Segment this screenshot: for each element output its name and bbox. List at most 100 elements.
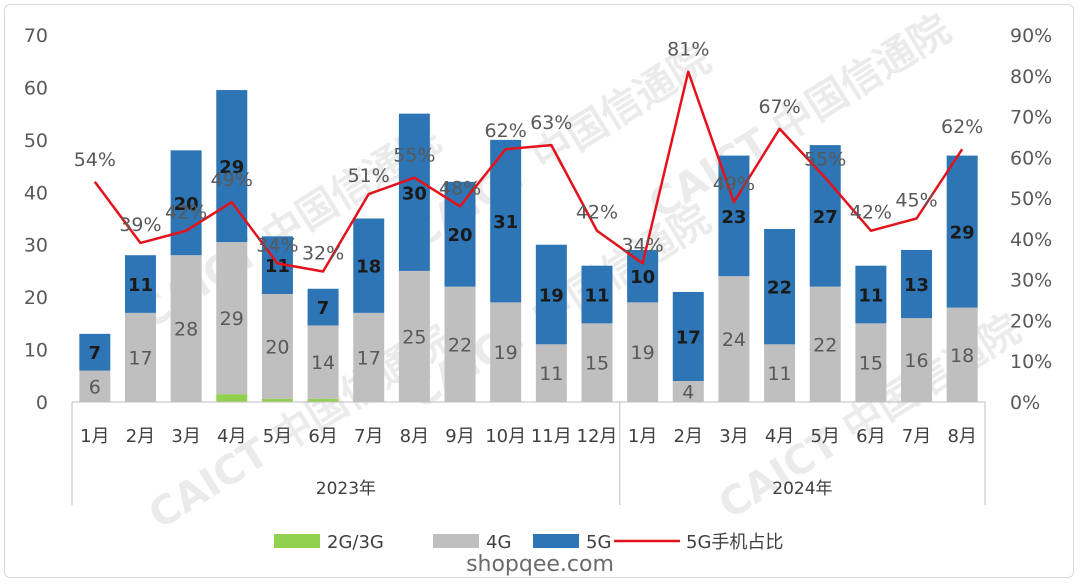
bar-2G/3G-4 — [261, 398, 293, 402]
month-tick-14: 3月 — [719, 426, 748, 447]
legend-swatch-2 — [533, 534, 579, 548]
y-right-tick-9: 90% — [1010, 25, 1052, 47]
bar-label-5G-15: 22 — [767, 278, 792, 299]
month-tick-19: 8月 — [947, 426, 976, 447]
bar-label-5G-3: 29 — [219, 157, 244, 178]
month-tick-11: 12月 — [577, 426, 618, 447]
bar-5G-15 — [764, 228, 796, 345]
bar-label-4G-3: 29 — [220, 308, 244, 330]
bar-5G-0 — [79, 333, 111, 371]
legend-label-3: 5G手机占比 — [686, 532, 783, 553]
bar-label-5G-10: 19 — [539, 286, 564, 307]
bar-label-4G-12: 19 — [631, 342, 655, 364]
axes: 0 10 20 30 40 50 60 70 0% 10% 20% 30% 40% 50% 60% 70% 80… — [24, 25, 1052, 414]
month-tick-3: 4月 — [217, 426, 246, 447]
month-tick-17: 6月 — [856, 426, 885, 447]
y-right-tick-7: 70% — [1010, 107, 1052, 129]
month-tick-13: 2月 — [674, 426, 703, 447]
bar-5G-17 — [855, 265, 887, 324]
line-label-0: 54% — [74, 149, 116, 171]
bar-label-5G-19: 29 — [950, 223, 975, 244]
bar-label-5G-12: 10 — [630, 267, 655, 288]
bar-label-4G-8: 22 — [448, 334, 472, 356]
line-label-13: 81% — [667, 39, 709, 61]
month-tick-2: 3月 — [171, 426, 200, 447]
category-axis: 1月 2月 3月 4月 5月 6月 7月 8月 9月 10月 11月 12月 2023年 1月 2月 3月 4月… — [71, 401, 986, 505]
chart-frame — [4, 4, 1074, 578]
bar-label-4G-5: 14 — [311, 352, 335, 374]
bar-5G-11 — [581, 265, 613, 324]
y-left-tick-10: 10 — [24, 340, 48, 362]
legend-label-1: 4G — [486, 532, 511, 553]
bar-5G-2 — [170, 150, 202, 256]
bar-4G-4 — [261, 293, 293, 399]
y-right-tick-2: 20% — [1010, 310, 1052, 332]
bar-label-5G-6: 18 — [356, 257, 381, 278]
bar-4G-6 — [353, 312, 385, 402]
line-label-5: 32% — [302, 243, 344, 265]
month-tick-12: 1月 — [628, 426, 657, 447]
y-right-tick-5: 50% — [1010, 188, 1052, 210]
bar-label-5G-18: 13 — [904, 275, 929, 296]
bar-2G/3G-5 — [307, 398, 339, 402]
month-tick-16: 5月 — [810, 426, 839, 447]
bar-4G-18 — [901, 318, 933, 402]
bar-4G-13 — [672, 381, 704, 402]
bar-label-5G-8: 20 — [447, 225, 472, 246]
bar-label-4G-2: 28 — [174, 319, 198, 341]
bar-label-4G-17: 15 — [859, 353, 883, 375]
line-label-9: 62% — [485, 120, 527, 142]
bar-4G-11 — [581, 323, 613, 402]
bar-label-5G-14: 23 — [721, 207, 746, 228]
bar-label-5G-5: 7 — [317, 298, 330, 319]
bar-label-5G-11: 11 — [584, 286, 609, 307]
bars — [79, 90, 978, 402]
bar-label-4G-9: 19 — [494, 342, 518, 364]
legend-swatch-0 — [274, 534, 320, 548]
line-label-6: 51% — [348, 165, 390, 187]
bar-5G-9 — [490, 139, 522, 303]
legend-swatch-1 — [433, 534, 479, 548]
line-label-18: 45% — [895, 190, 937, 212]
month-tick-1: 2月 — [126, 426, 155, 447]
line-label-7: 55% — [393, 145, 435, 167]
y-left-tick-60: 60 — [24, 77, 48, 99]
bar-label-4G-13: 4 — [682, 382, 694, 404]
line-label-14: 49% — [713, 173, 755, 195]
y-left-tick-50: 50 — [24, 130, 48, 152]
bar-5G-13 — [672, 291, 704, 382]
line-label-17: 42% — [850, 202, 892, 224]
bar-4G-10 — [535, 344, 567, 402]
bar-4G-16 — [809, 286, 841, 402]
bar-label-5G-17: 11 — [858, 286, 883, 307]
y-left-tick-30: 30 — [24, 235, 48, 257]
bar-label-5G-9: 31 — [493, 212, 518, 233]
bar-label-5G-13: 17 — [676, 327, 701, 348]
year-label-0: 2023年 — [316, 479, 376, 499]
line-label-10: 63% — [530, 112, 572, 134]
bar-label-5G-0: 7 — [89, 343, 102, 364]
y-right-tick-1: 10% — [1010, 351, 1052, 373]
bar-label-4G-18: 16 — [904, 350, 928, 372]
bar-label-4G-1: 17 — [128, 347, 152, 369]
bar-5G-6 — [353, 218, 385, 313]
legend-label-0: 2G/3G — [327, 532, 384, 553]
bar-4G-5 — [307, 325, 339, 399]
bar-label-4G-14: 24 — [722, 329, 746, 351]
bar-label-4G-11: 15 — [585, 353, 609, 375]
legend: 2G/3G 4G 5G 5G手机占比 — [274, 532, 783, 553]
line-label-2: 42% — [165, 202, 207, 224]
line-5g-share — [93, 70, 964, 273]
bar-label-4G-16: 22 — [813, 334, 837, 356]
bar-label-5G-2: 20 — [174, 194, 199, 215]
month-tick-5: 6月 — [308, 426, 337, 447]
bar-4G-2 — [170, 255, 202, 402]
line-label-8: 48% — [439, 177, 481, 199]
y-right-tick-4: 40% — [1010, 229, 1052, 251]
bar-5G-19 — [946, 155, 978, 308]
bar-label-5G-4: 11 — [265, 256, 290, 277]
bar-label-4G-0: 6 — [89, 376, 101, 398]
bar-4G-8 — [444, 286, 476, 402]
bar-4G-15 — [764, 344, 796, 402]
